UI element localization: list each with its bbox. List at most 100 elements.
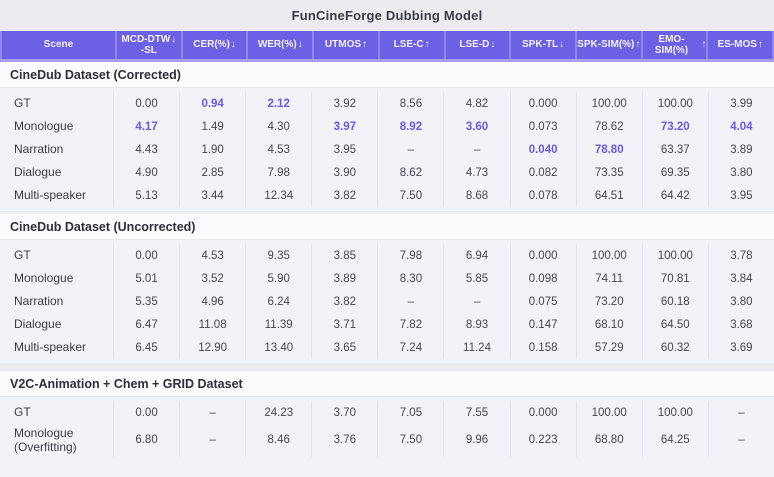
- value-cell: 0.94: [179, 92, 245, 115]
- header-cell-es-mos: ES-MOS ↑: [708, 31, 773, 59]
- page-title: FunCineForge Dubbing Model: [291, 8, 483, 23]
- header-cell-lse-d: LSE-D ↓: [445, 31, 510, 59]
- value-cell: 3.89: [707, 138, 774, 161]
- header-label: MCD-DTW: [121, 33, 171, 45]
- header-cell-cer-: CER(%) ↓: [182, 31, 247, 59]
- section-title: CineDub Dataset (Uncorrected): [0, 214, 774, 240]
- table-row: Narration 4.43 1.90 4.53 3.95– –0.040 78.80 63.…: [0, 138, 774, 161]
- section: V2C-Animation + Chem + GRID Dataset GT 0.0…: [0, 371, 774, 477]
- value-cell: 4.96: [179, 290, 245, 313]
- value-cell: 8.56: [377, 92, 443, 115]
- value-cell: 3.95: [311, 138, 377, 161]
- value-cell: 63.37: [641, 138, 708, 161]
- arrow-down-icon: ↓: [230, 39, 236, 51]
- value-cell: 7.50: [377, 184, 443, 207]
- value-cell: 57.29: [575, 336, 642, 359]
- value-cell: 3.71: [311, 313, 377, 336]
- header-cell-utmos: UTMOS ↑: [314, 31, 378, 59]
- value-cell: 0.098: [509, 267, 576, 290]
- value-cell: 100.00: [575, 401, 642, 424]
- value-cell: 0.000: [509, 401, 576, 424]
- value-cell: 4.53: [245, 138, 311, 161]
- value-cell: 3.68: [707, 313, 774, 336]
- table-row: Dialogue 4.90 2.85 7.98 3.90 8.62 4.73 0.082 73.…: [0, 161, 774, 184]
- value-cell: 3.80: [707, 290, 774, 313]
- value-cell: 100.00: [641, 92, 708, 115]
- table-row: GT 0.00 0.94 2.12 3.92 8.56 4.82 0.000 100.00 100…: [0, 92, 774, 115]
- value-cell: 7.98: [377, 244, 443, 267]
- value-cell: 5.90: [245, 267, 311, 290]
- value-cell: 3.89: [311, 267, 377, 290]
- scene-cell: Multi-speaker: [14, 340, 87, 355]
- value-cell: 6.45: [113, 336, 179, 359]
- value-cell: 3.65: [311, 336, 377, 359]
- value-cell: 8.92: [377, 115, 443, 138]
- header-label: ES-MOS: [717, 39, 757, 51]
- value-cell: 73.35: [575, 161, 642, 184]
- arrow-up-icon: ↑: [362, 39, 368, 51]
- value-cell: 78.62: [575, 115, 642, 138]
- value-cell: 0.078: [509, 184, 576, 207]
- value-cell: –: [377, 290, 443, 313]
- scene-cell: GT: [14, 96, 31, 111]
- value-cell: 3.78: [707, 244, 774, 267]
- header-cell-wer-: WER(%) ↓: [248, 31, 313, 59]
- table-row: Multi-speaker 6.45 12.90 13.40 3.65 7.24 11.24…: [0, 336, 774, 359]
- section-rows: GT 0.00–24.23 3.70 7.05 7.55 0.000 100.00 100.0…: [0, 397, 774, 477]
- value-cell: –: [707, 401, 774, 424]
- scene-cell: Monologue: [14, 119, 74, 134]
- value-cell: 69.35: [641, 161, 708, 184]
- header-label: LSE-D: [459, 39, 490, 51]
- value-cell: 7.82: [377, 313, 443, 336]
- value-cell: 100.00: [641, 401, 708, 424]
- value-cell: 73.20: [641, 115, 708, 138]
- value-cell: –: [179, 424, 245, 457]
- value-cell: 7.05: [377, 401, 443, 424]
- scene-cell: Monologue (Overfitting): [14, 426, 77, 455]
- table-row: Monologue 5.01 3.52 5.90 3.89 8.30 5.85 0.098 74…: [0, 267, 774, 290]
- header-label: UTMOS: [324, 39, 362, 51]
- table-row: Dialogue 6.47 11.08 11.39 3.71 7.82 8.93 0.147 6…: [0, 313, 774, 336]
- header-label: SPK-TL: [522, 39, 559, 51]
- value-cell: 3.76: [311, 424, 377, 457]
- value-cell: 0.040: [509, 138, 576, 161]
- value-cell: 2.85: [179, 161, 245, 184]
- value-cell: 0.000: [509, 244, 576, 267]
- scene-cell: Monologue: [14, 271, 74, 286]
- value-cell: –: [443, 138, 509, 161]
- value-cell: 8.62: [377, 161, 443, 184]
- value-cell: 0.158: [509, 336, 576, 359]
- value-cell: 5.35: [113, 290, 179, 313]
- value-cell: 100.00: [575, 92, 642, 115]
- value-cell: 100.00: [641, 244, 708, 267]
- scene-cell: Multi-speaker: [14, 188, 87, 203]
- scene-cell: Narration: [14, 142, 64, 157]
- value-cell: 74.11: [575, 267, 642, 290]
- value-cell: –: [443, 290, 509, 313]
- header-label: SPK-SIM(%): [577, 39, 635, 51]
- header-label: EMO-SIM(%): [654, 33, 689, 57]
- value-cell: 3.70: [311, 401, 377, 424]
- value-cell: 64.51: [575, 184, 642, 207]
- header-cell-spk-sim-: SPK-SIM(%) ↑: [576, 31, 641, 59]
- value-cell: 4.53: [179, 244, 245, 267]
- section-title: V2C-Animation + Chem + GRID Dataset: [0, 371, 774, 397]
- value-cell: 3.97: [311, 115, 377, 138]
- value-cell: 12.34: [245, 184, 311, 207]
- value-cell: 100.00: [575, 244, 642, 267]
- scene-cell: Dialogue: [14, 317, 62, 332]
- header-cell-mcd-dtw: MCD-DTW ↓ -SL: [117, 31, 181, 59]
- value-cell: 64.50: [641, 313, 708, 336]
- value-cell: 0.073: [509, 115, 576, 138]
- value-cell: 4.43: [113, 138, 179, 161]
- value-cell: 4.90: [113, 161, 179, 184]
- value-cell: 4.17: [113, 115, 179, 138]
- section-rows: GT 0.00 0.94 2.12 3.92 8.56 4.82 0.000 100.00 100…: [0, 88, 774, 211]
- value-cell: 3.82: [311, 184, 377, 207]
- value-cell: 3.69: [707, 336, 774, 359]
- section-title: CineDub Dataset (Corrected): [0, 62, 774, 88]
- arrow-up-icon: ↑: [701, 39, 707, 51]
- value-cell: 8.68: [443, 184, 509, 207]
- value-cell: 8.93: [443, 313, 509, 336]
- table-row: Monologue 4.17 1.49 4.30 3.97 8.92 3.60 0.073 78…: [0, 115, 774, 138]
